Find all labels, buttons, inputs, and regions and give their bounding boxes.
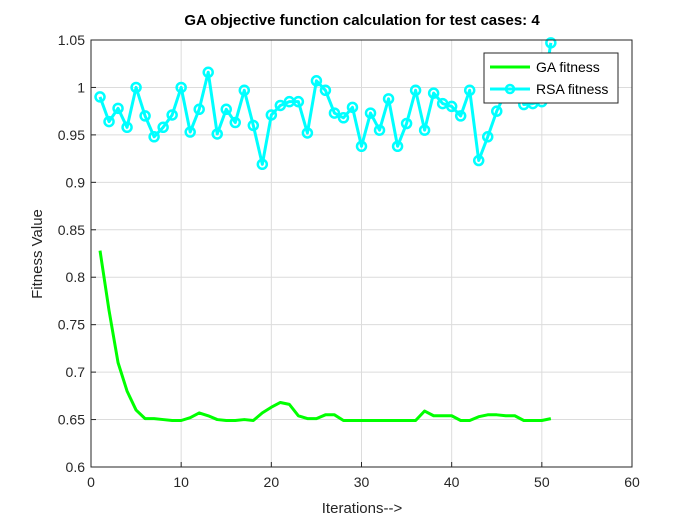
y-tick-label: 0.65	[58, 412, 85, 428]
rsa-data-point	[491, 105, 503, 117]
series-line-ga	[98, 250, 552, 423]
x-tick-label: 10	[173, 474, 189, 490]
tick-labels: 0 10 20 30 40 50 60 0.6 0.65 0.7 0.75 0.8 0.85 0.9 0.9…	[58, 32, 640, 490]
rsa-data-point	[328, 107, 341, 119]
y-tick-label: 0.9	[66, 174, 86, 190]
legend-box	[483, 52, 619, 104]
y-tick-label: 0.95	[58, 127, 85, 143]
rsa-data-point	[409, 84, 422, 97]
rsa-data-point	[112, 102, 124, 115]
x-tick-label: 40	[444, 474, 460, 490]
rsa-data-point	[292, 95, 305, 108]
x-tick-label: 30	[354, 474, 370, 490]
y-tick-label: 1.05	[58, 32, 85, 48]
rsa-data-point	[463, 84, 476, 97]
y-tick-label: 1	[77, 79, 85, 95]
rsa-data-point	[175, 81, 187, 94]
rsa-data-point	[247, 119, 260, 132]
y-axis-label: Fitness Value	[29, 209, 46, 299]
y-tick-label: 0.6	[66, 459, 86, 475]
rsa-data-point	[301, 127, 314, 139]
y-tick-label: 0.7	[66, 364, 86, 380]
rsa-data-point	[427, 87, 440, 99]
rsa-data-point	[265, 109, 278, 121]
rsa-data-point	[382, 93, 395, 105]
rsa-data-point	[121, 121, 133, 134]
rsa-data-point	[346, 101, 359, 114]
rsa-data-point	[103, 115, 115, 128]
x-tick-label: 60	[624, 474, 640, 490]
rsa-data-point	[238, 84, 251, 97]
rsa-data-point	[472, 154, 485, 167]
rsa-data-point	[337, 112, 350, 124]
rsa-data-point	[373, 124, 386, 136]
rsa-data-point	[391, 140, 404, 153]
legend: GA fitness RSA fitness	[483, 52, 619, 104]
chart-title: GA objective function calculation for te…	[184, 12, 540, 29]
rsa-data-point	[157, 121, 169, 134]
series-lines	[94, 37, 557, 423]
rsa-data-point	[148, 131, 160, 143]
grid-lines	[90, 39, 633, 468]
rsa-data-point	[220, 103, 232, 116]
rsa-data-point	[364, 107, 377, 119]
series-line-rsa	[98, 42, 553, 166]
rsa-data-point	[319, 84, 332, 97]
x-tick-label: 0	[87, 474, 95, 490]
rsa-data-point	[94, 91, 106, 103]
rsa-data-point	[130, 81, 142, 94]
x-tick-label: 50	[534, 474, 550, 490]
legend-marker-rsa	[504, 83, 516, 95]
legend-label-rsa: RSA fitness	[536, 81, 608, 97]
y-tick-label: 0.75	[58, 317, 85, 333]
rsa-data-point	[445, 100, 458, 113]
rsa-data-point	[229, 116, 242, 129]
rsa-data-point	[400, 117, 413, 130]
legend-label-ga: GA fitness	[536, 59, 600, 75]
rsa-data-point	[139, 110, 151, 122]
rsa-data-point	[184, 126, 196, 138]
rsa-data-point	[193, 103, 205, 116]
rsa-data-point	[454, 110, 467, 122]
x-axis-label: Iterations-->	[322, 500, 403, 517]
rsa-data-point	[418, 124, 431, 136]
y-tick-label: 0.8	[66, 269, 86, 285]
x-tick-label: 20	[264, 474, 280, 490]
rsa-data-point	[166, 109, 178, 121]
rsa-data-point	[355, 140, 368, 153]
rsa-data-point	[545, 37, 557, 49]
rsa-data-point	[211, 128, 223, 140]
y-tick-label: 0.85	[58, 222, 85, 238]
rsa-data-point	[310, 75, 323, 87]
rsa-data-point	[481, 131, 494, 143]
rsa-data-point	[256, 158, 269, 171]
rsa-data-point	[202, 66, 214, 79]
rsa-data-point	[274, 99, 287, 112]
